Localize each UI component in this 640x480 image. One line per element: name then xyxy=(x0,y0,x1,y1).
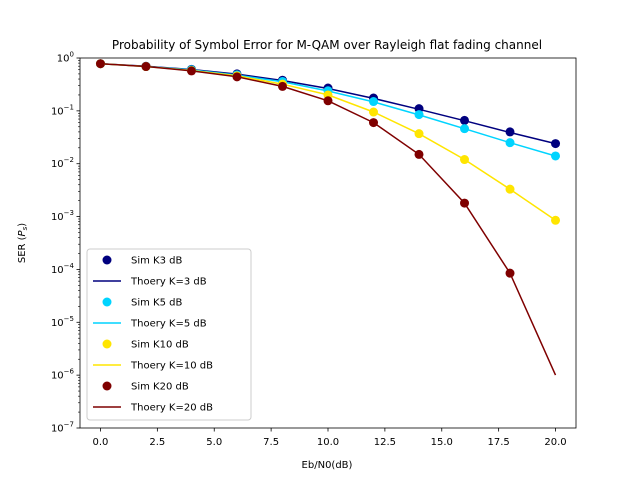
y-tick-label: 10−3 xyxy=(51,209,74,223)
chart-title: Probability of Symbol Error for M-QAM ov… xyxy=(112,38,542,52)
x-tick-label: 20.0 xyxy=(544,437,566,448)
sim-point-2 xyxy=(551,215,561,225)
legend-marker-1 xyxy=(102,297,112,307)
x-tick-label: 17.5 xyxy=(488,437,510,448)
legend-label-sim-2: Sim K10 dB xyxy=(131,340,189,351)
legend-label-sim-3: Sim K20 dB xyxy=(131,382,189,393)
y-axis-label-main: SER ( xyxy=(17,236,28,263)
legend-label-theory-0: Thoery K=3 dB xyxy=(130,277,207,288)
sim-point-3 xyxy=(277,81,287,91)
legend-marker-3 xyxy=(102,381,112,391)
legend-box xyxy=(86,248,252,421)
sim-point-0 xyxy=(505,127,515,137)
x-tick-label: 5.0 xyxy=(206,437,222,448)
legend-marker-0 xyxy=(102,255,112,265)
y-tick-label: 10−2 xyxy=(51,156,74,170)
legend-label-theory-2: Thoery K=10 dB xyxy=(130,361,213,372)
sim-point-1 xyxy=(551,151,561,161)
y-axis-label-symbol: P xyxy=(17,229,28,236)
sim-point-2 xyxy=(460,155,470,165)
y-axis-label-close: ) xyxy=(17,223,28,227)
sim-point-2 xyxy=(369,107,379,117)
y-tick-label: 100 xyxy=(57,51,74,65)
legend-label-sim-0: Sim K3 dB xyxy=(131,256,182,267)
legend-label-theory-3: Thoery K=20 dB xyxy=(130,403,213,414)
sim-point-3 xyxy=(505,268,515,278)
y-tick-label: 10−1 xyxy=(51,103,74,117)
y-tick-label: 10−5 xyxy=(51,315,74,329)
sim-point-3 xyxy=(141,62,151,72)
plot-frame xyxy=(79,57,577,429)
theory-line-1 xyxy=(100,62,556,157)
legend-label-theory-1: Thoery K=5 dB xyxy=(130,319,207,330)
sim-point-3 xyxy=(369,118,379,128)
sim-point-1 xyxy=(505,138,515,148)
y-axis-label-subscript: s xyxy=(21,226,29,230)
x-tick-label: 12.5 xyxy=(374,437,396,448)
x-tick-label: 7.5 xyxy=(263,437,279,448)
sim-point-3 xyxy=(95,59,105,69)
sim-point-3 xyxy=(460,198,470,208)
x-tick-label: 10.0 xyxy=(317,437,339,448)
x-tick-label: 2.5 xyxy=(149,437,165,448)
sim-point-3 xyxy=(323,96,333,106)
sim-point-2 xyxy=(505,184,515,194)
y-tick-label: 10−4 xyxy=(51,262,75,276)
sim-point-3 xyxy=(414,149,424,159)
x-tick-label: 15.0 xyxy=(431,437,453,448)
y-axis-label: SER (Ps) xyxy=(17,223,29,263)
sim-point-1 xyxy=(460,124,470,134)
x-axis-label: Eb/N0(dB) xyxy=(302,460,353,471)
sim-point-3 xyxy=(186,66,196,76)
sim-point-0 xyxy=(460,115,470,125)
sim-point-2 xyxy=(414,129,424,139)
legend-label-sim-1: Sim K5 dB xyxy=(131,298,182,309)
sim-point-1 xyxy=(369,97,379,107)
y-tick-label: 10−7 xyxy=(51,421,74,435)
y-tick-label: 10−6 xyxy=(51,368,75,382)
plot-area: 100 10−1 10−2 10−3 10−4 10−5 10−6 10−7 0.0 2.5 5.0… xyxy=(51,51,577,448)
legend-marker-2 xyxy=(102,339,112,349)
x-tick-label: 0.0 xyxy=(93,437,109,448)
sim-point-1 xyxy=(414,110,424,120)
sim-point-3 xyxy=(232,72,242,82)
sim-point-0 xyxy=(551,139,561,149)
